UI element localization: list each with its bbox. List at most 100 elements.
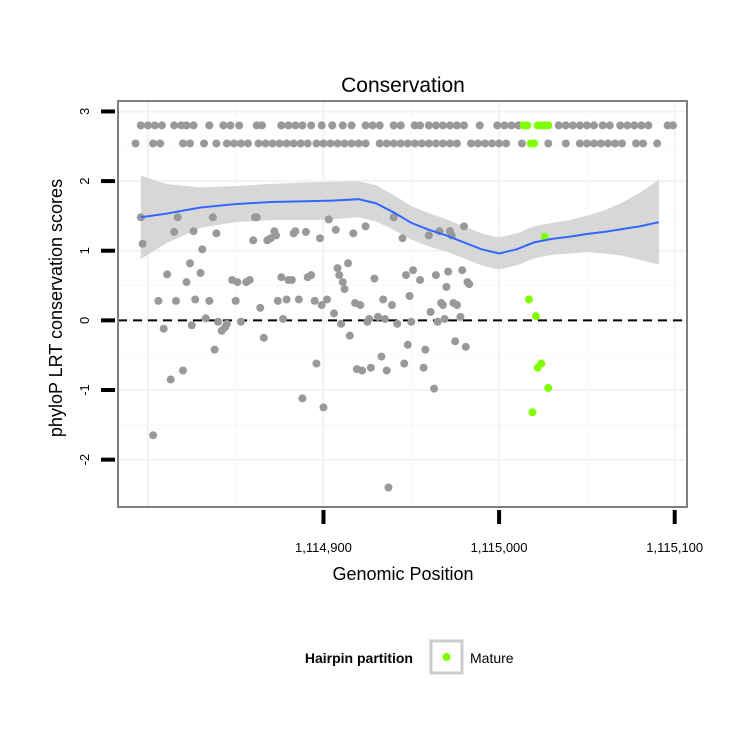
data-point	[149, 139, 158, 148]
data-point	[452, 301, 461, 310]
data-point	[589, 121, 598, 130]
data-point	[319, 139, 328, 148]
data-point	[500, 121, 509, 130]
data-point	[143, 121, 152, 130]
data-point	[231, 296, 240, 305]
data-point	[452, 139, 461, 148]
data-point	[243, 139, 252, 148]
data-point	[222, 139, 231, 148]
data-point	[298, 394, 307, 403]
data-point	[396, 139, 405, 148]
data-point	[426, 308, 435, 317]
data-point	[623, 121, 632, 130]
data-point	[307, 271, 316, 280]
data-point	[200, 139, 209, 148]
data-point	[417, 139, 426, 148]
legend: Hairpin partition Mature	[305, 639, 514, 675]
data-point	[236, 317, 245, 326]
data-point	[205, 121, 214, 130]
mature-point	[528, 408, 537, 417]
data-point	[575, 139, 584, 148]
data-point	[229, 139, 238, 148]
data-point	[324, 215, 333, 224]
data-point	[438, 139, 447, 148]
x-tick-label: 1,115,000	[471, 540, 528, 555]
data-point	[375, 139, 384, 148]
y-tick-label: 2	[77, 177, 92, 184]
data-point	[219, 121, 228, 130]
data-point	[340, 285, 349, 294]
data-point	[445, 121, 454, 130]
smooth-trend-line	[140, 198, 660, 255]
data-point	[361, 222, 370, 231]
data-point	[226, 121, 235, 130]
data-point	[333, 139, 342, 148]
data-point	[186, 139, 195, 148]
data-point	[170, 121, 179, 130]
data-point	[189, 227, 198, 236]
data-point	[312, 359, 321, 368]
data-point	[568, 121, 577, 130]
confidence-band	[140, 175, 659, 270]
data-point	[187, 321, 196, 330]
mature-point	[537, 359, 546, 368]
data-point	[173, 213, 182, 222]
data-point	[389, 139, 398, 148]
data-point	[438, 301, 447, 310]
data-point	[317, 121, 326, 130]
data-point	[431, 271, 440, 280]
data-point	[393, 319, 402, 328]
data-point	[459, 222, 468, 231]
data-point	[653, 139, 662, 148]
data-point	[373, 312, 382, 321]
data-point	[272, 231, 281, 240]
legend-title: Hairpin partition	[305, 650, 413, 666]
data-point	[256, 303, 265, 312]
mature-point	[544, 121, 553, 130]
data-point	[171, 296, 180, 305]
data-point	[618, 139, 627, 148]
data-point	[368, 121, 377, 130]
plot-panel	[118, 101, 687, 507]
data-point	[356, 301, 365, 310]
data-point	[296, 139, 305, 148]
data-point	[403, 139, 412, 148]
data-point	[138, 239, 147, 248]
data-point	[430, 384, 439, 393]
data-point	[186, 259, 195, 268]
mature-point	[544, 383, 553, 392]
data-point	[212, 139, 221, 148]
data-point	[361, 139, 370, 148]
data-point	[637, 121, 646, 130]
data-point	[361, 121, 370, 130]
data-point	[616, 121, 625, 130]
data-point	[289, 139, 298, 148]
data-point	[409, 266, 418, 275]
data-point	[544, 139, 553, 148]
data-point	[338, 121, 347, 130]
data-point	[236, 139, 245, 148]
data-point	[235, 121, 244, 130]
panel-border	[117, 100, 688, 508]
data-point	[475, 121, 484, 130]
data-point	[440, 314, 449, 323]
data-point	[366, 363, 375, 372]
data-point	[345, 331, 354, 340]
data-point	[410, 139, 419, 148]
data-point	[166, 375, 175, 384]
data-point	[268, 139, 277, 148]
data-point	[384, 483, 393, 492]
data-point	[157, 121, 166, 130]
data-point	[639, 139, 648, 148]
x-tick-label: 1,114,900	[295, 540, 352, 555]
data-point	[149, 431, 158, 440]
data-point	[380, 314, 389, 323]
data-point	[178, 366, 187, 375]
data-point	[282, 295, 291, 304]
data-point	[245, 275, 254, 284]
data-point	[277, 273, 286, 282]
data-point	[208, 213, 217, 222]
data-point	[214, 317, 223, 326]
y-axis: -2 -1 0 1 2 3	[77, 108, 115, 465]
